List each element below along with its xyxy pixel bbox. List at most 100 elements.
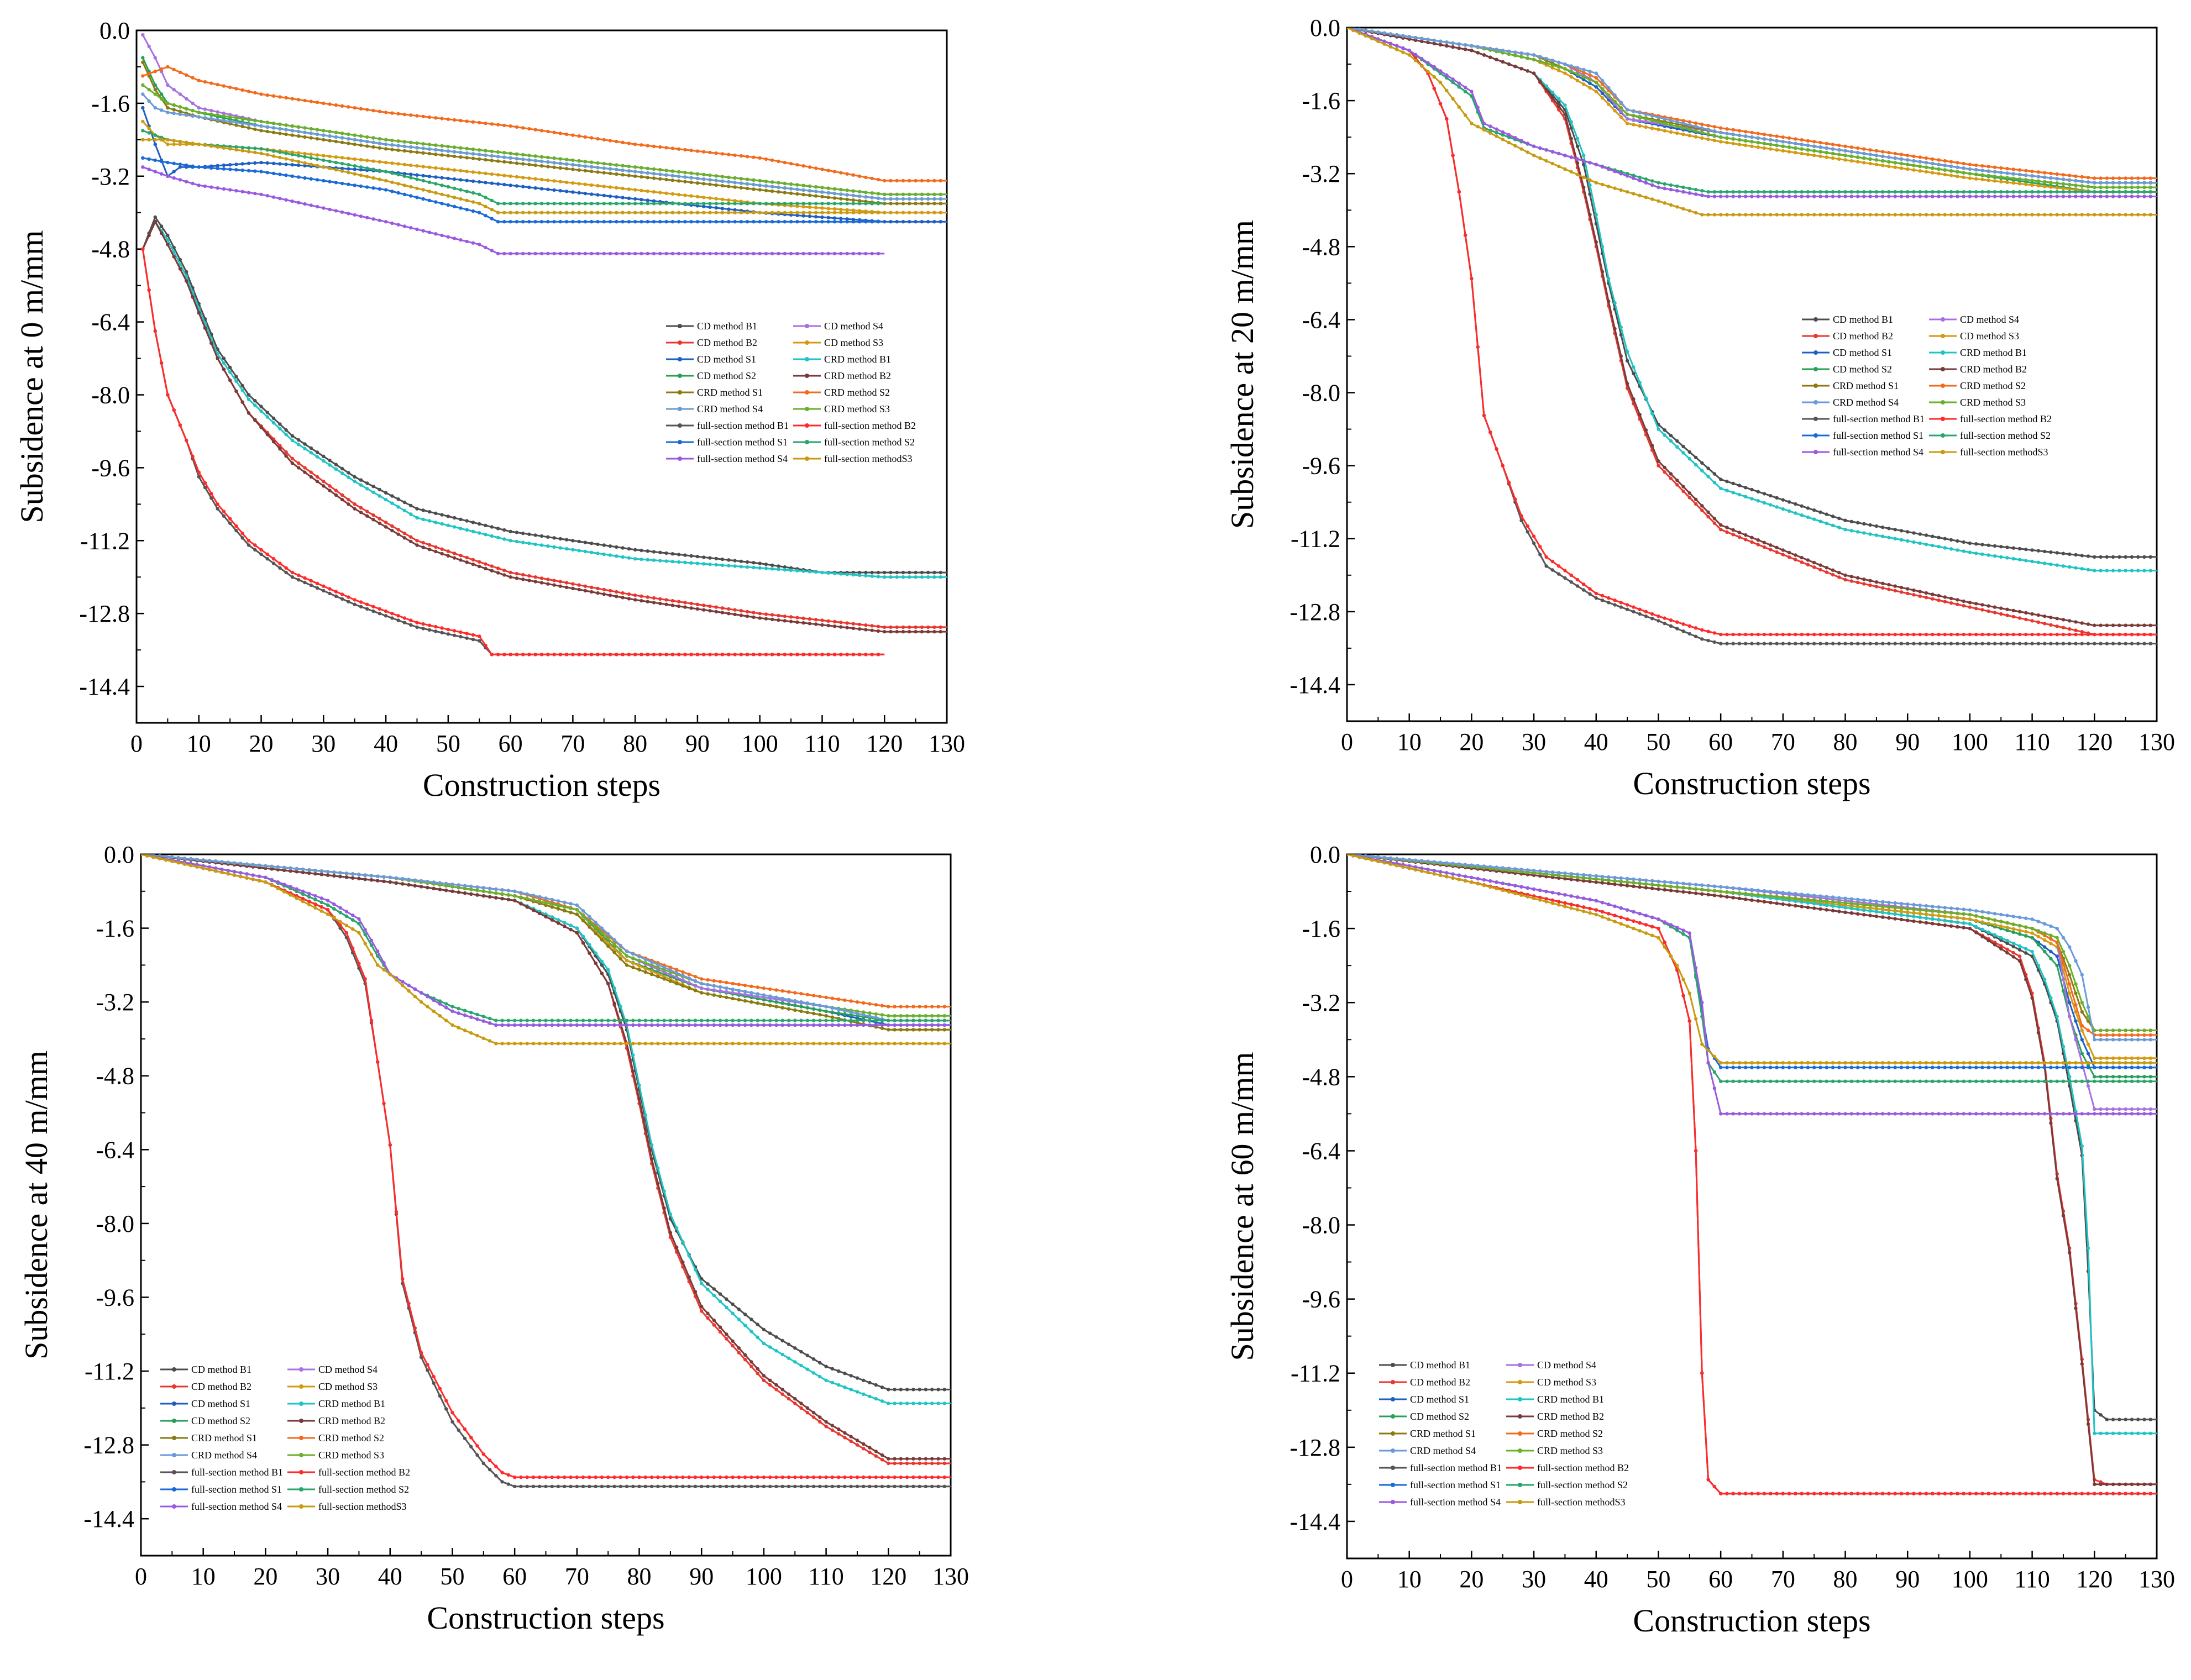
data-point bbox=[259, 151, 263, 155]
data-point bbox=[284, 454, 288, 458]
data-point bbox=[1750, 536, 1754, 539]
data-point bbox=[1968, 162, 1972, 166]
data-point bbox=[621, 653, 625, 657]
data-point bbox=[434, 545, 438, 549]
data-point bbox=[602, 587, 606, 592]
data-point bbox=[415, 621, 419, 624]
data-point bbox=[452, 633, 457, 637]
data-point bbox=[745, 614, 749, 618]
data-point bbox=[1507, 133, 1511, 137]
legend-label-cd-method-s2: CD method S2 bbox=[1833, 364, 1892, 375]
data-point bbox=[496, 251, 500, 256]
data-point bbox=[247, 191, 251, 195]
data-point bbox=[1594, 80, 1598, 85]
data-point bbox=[1962, 603, 1965, 608]
data-point bbox=[1849, 154, 1853, 158]
data-point bbox=[1420, 36, 1424, 41]
data-point bbox=[1906, 632, 1910, 637]
x-tick-label: 70 bbox=[565, 1563, 589, 1590]
data-point bbox=[1600, 599, 1605, 602]
data-point bbox=[1849, 159, 1853, 163]
data-point bbox=[727, 185, 731, 188]
data-point bbox=[515, 531, 519, 534]
data-point bbox=[265, 148, 269, 152]
data-point bbox=[789, 568, 793, 573]
data-point bbox=[832, 251, 837, 256]
data-point bbox=[2142, 176, 2146, 180]
legend-marker bbox=[1813, 350, 1818, 355]
data-point bbox=[1513, 497, 1517, 501]
data-point bbox=[1563, 62, 1567, 66]
data-point bbox=[770, 202, 774, 206]
data-point bbox=[733, 185, 737, 189]
data-point bbox=[427, 548, 432, 552]
data-point bbox=[739, 609, 743, 613]
data-point bbox=[1769, 632, 1773, 637]
data-point bbox=[1825, 141, 1828, 145]
data-point bbox=[2136, 213, 2140, 217]
data-point bbox=[402, 500, 407, 505]
data-point bbox=[1663, 465, 1666, 470]
data-point bbox=[446, 117, 450, 121]
data-point bbox=[1855, 160, 1860, 164]
data-point bbox=[789, 161, 793, 166]
data-point bbox=[1563, 67, 1567, 71]
data-point bbox=[234, 528, 238, 533]
data-point bbox=[353, 507, 357, 511]
data-point bbox=[702, 195, 706, 200]
data-point bbox=[1445, 40, 1449, 44]
data-point bbox=[365, 166, 369, 170]
data-point bbox=[1557, 164, 1561, 169]
data-point bbox=[347, 141, 350, 145]
data-point bbox=[839, 625, 843, 629]
x-tick-label: 120 bbox=[866, 730, 903, 757]
data-point bbox=[777, 185, 780, 190]
data-point bbox=[141, 56, 145, 60]
data-point bbox=[2036, 179, 2041, 183]
data-point bbox=[664, 169, 668, 172]
x-tick-label: 90 bbox=[689, 1563, 714, 1590]
data-point bbox=[590, 590, 594, 594]
data-point bbox=[733, 208, 737, 212]
data-point bbox=[770, 653, 774, 657]
data-point bbox=[1943, 168, 1947, 172]
data-point bbox=[465, 156, 469, 160]
data-point bbox=[521, 153, 525, 157]
data-point bbox=[1855, 530, 1860, 534]
data-point bbox=[889, 629, 893, 634]
data-point bbox=[739, 613, 743, 617]
data-point bbox=[515, 156, 519, 161]
data-point bbox=[496, 155, 500, 159]
data-point bbox=[1974, 542, 1978, 546]
data-point bbox=[1837, 632, 1841, 637]
data-point bbox=[1737, 138, 1742, 142]
data-point bbox=[334, 168, 338, 172]
data-point bbox=[870, 624, 874, 628]
data-point bbox=[2130, 623, 2134, 627]
data-point bbox=[452, 556, 457, 560]
series-group bbox=[1347, 28, 2157, 645]
data-point bbox=[1613, 186, 1617, 190]
data-point bbox=[2111, 190, 2115, 194]
data-point bbox=[496, 211, 500, 214]
data-point bbox=[1675, 478, 1679, 482]
data-point bbox=[1357, 28, 1361, 32]
data-point bbox=[1775, 642, 1779, 645]
data-point bbox=[2105, 195, 2109, 198]
data-point bbox=[502, 220, 506, 224]
data-point bbox=[247, 543, 251, 547]
data-point bbox=[546, 578, 550, 581]
data-point bbox=[1849, 190, 1853, 194]
data-point bbox=[1849, 529, 1853, 533]
data-point bbox=[640, 166, 643, 170]
data-point bbox=[1806, 153, 1810, 156]
data-point bbox=[1974, 606, 1978, 611]
data-point bbox=[1638, 111, 1642, 115]
data-point bbox=[2030, 190, 2034, 194]
data-point bbox=[1632, 397, 1636, 401]
data-point bbox=[365, 514, 369, 518]
data-point bbox=[596, 161, 600, 165]
data-point bbox=[714, 220, 719, 224]
data-point bbox=[1794, 146, 1797, 150]
data-point bbox=[1632, 114, 1636, 118]
